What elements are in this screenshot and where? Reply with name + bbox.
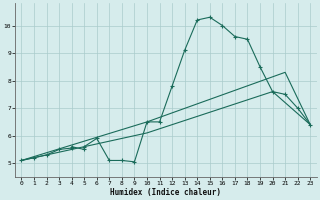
X-axis label: Humidex (Indice chaleur): Humidex (Indice chaleur) <box>110 188 221 197</box>
